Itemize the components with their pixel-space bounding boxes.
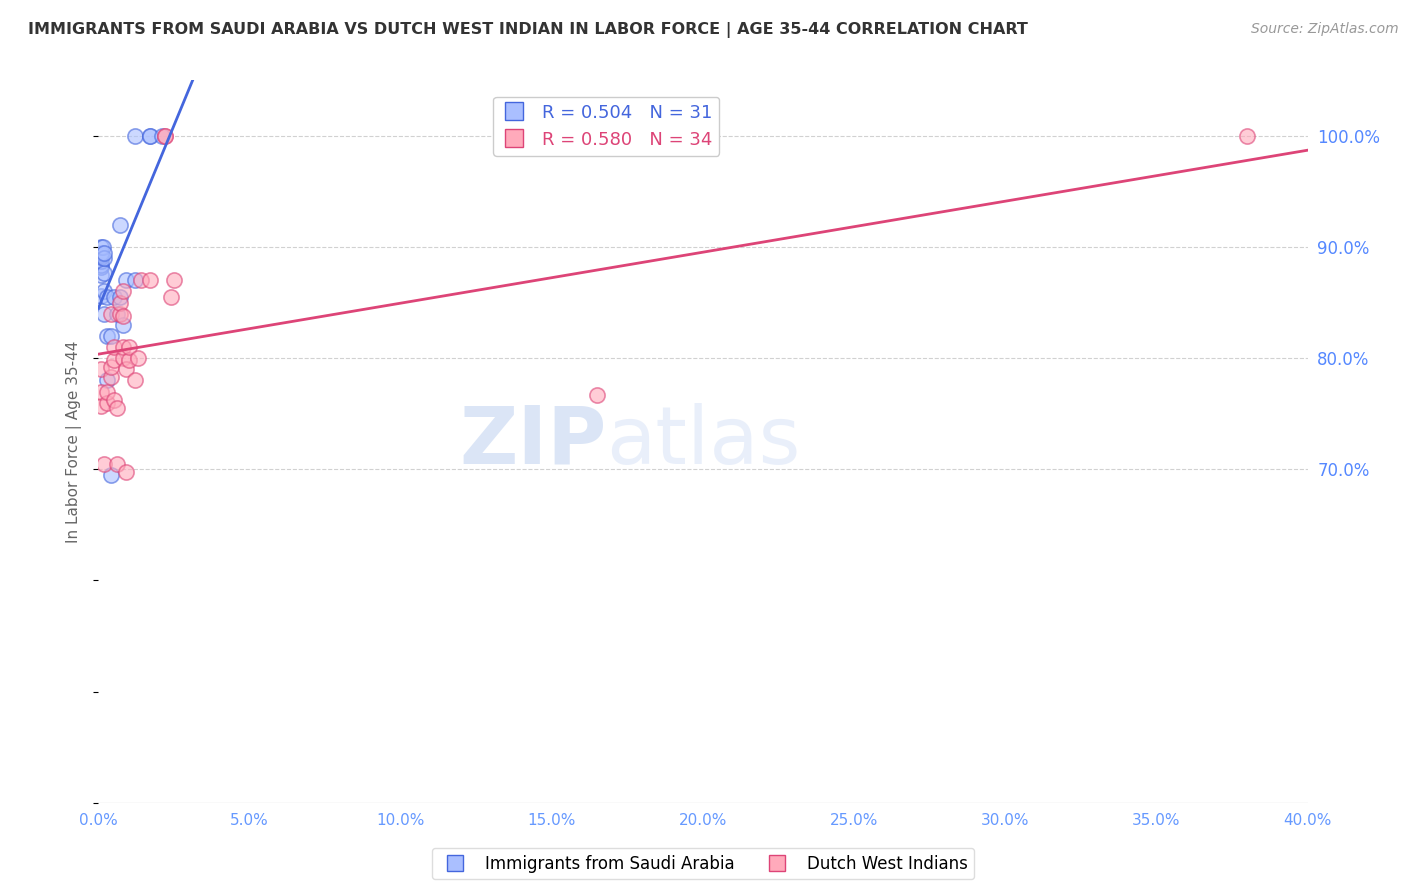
Point bbox=[153, 128, 176, 143]
Point bbox=[90, 250, 112, 264]
Legend: R = 0.504   N = 31, R = 0.580   N = 34: R = 0.504 N = 31, R = 0.580 N = 34 bbox=[494, 96, 720, 156]
Point bbox=[111, 285, 134, 299]
Point bbox=[153, 128, 176, 143]
Point bbox=[90, 258, 112, 272]
Point bbox=[93, 457, 115, 471]
Point bbox=[100, 329, 122, 343]
Point bbox=[96, 290, 118, 304]
Point bbox=[114, 362, 136, 376]
Point bbox=[90, 289, 112, 303]
Point bbox=[118, 340, 141, 354]
Point bbox=[90, 240, 112, 254]
Point bbox=[96, 384, 118, 399]
Point bbox=[124, 273, 146, 287]
Point bbox=[1236, 128, 1258, 143]
Y-axis label: In Labor Force | Age 35-44: In Labor Force | Age 35-44 bbox=[66, 341, 83, 542]
Point bbox=[108, 290, 131, 304]
Point bbox=[108, 307, 131, 321]
Point bbox=[90, 245, 112, 260]
Point bbox=[90, 384, 112, 399]
Point bbox=[93, 245, 115, 260]
Point bbox=[118, 353, 141, 368]
Point bbox=[111, 340, 134, 354]
Point bbox=[93, 307, 115, 321]
Text: Source: ZipAtlas.com: Source: ZipAtlas.com bbox=[1251, 22, 1399, 37]
Point bbox=[114, 465, 136, 479]
Point bbox=[93, 285, 115, 299]
Point bbox=[93, 266, 115, 280]
Point bbox=[90, 254, 112, 268]
Text: ZIP: ZIP bbox=[458, 402, 606, 481]
Point bbox=[105, 307, 128, 321]
Point bbox=[114, 273, 136, 287]
Point bbox=[100, 307, 122, 321]
Point bbox=[108, 218, 131, 232]
Point bbox=[111, 309, 134, 323]
Point bbox=[111, 351, 134, 366]
Text: atlas: atlas bbox=[606, 402, 800, 481]
Point bbox=[100, 370, 122, 384]
Point bbox=[93, 251, 115, 265]
Point bbox=[90, 399, 112, 413]
Point bbox=[91, 240, 114, 254]
Point bbox=[124, 128, 146, 143]
Point bbox=[105, 401, 128, 416]
Point bbox=[105, 457, 128, 471]
Point bbox=[100, 360, 122, 375]
Point bbox=[103, 353, 125, 368]
Text: IMMIGRANTS FROM SAUDI ARABIA VS DUTCH WEST INDIAN IN LABOR FORCE | AGE 35-44 COR: IMMIGRANTS FROM SAUDI ARABIA VS DUTCH WE… bbox=[28, 22, 1028, 38]
Point bbox=[103, 393, 125, 408]
Point bbox=[160, 290, 183, 304]
Point bbox=[139, 128, 162, 143]
Point bbox=[103, 290, 125, 304]
Point bbox=[96, 395, 118, 409]
Point bbox=[100, 467, 122, 482]
Point bbox=[127, 351, 149, 366]
Point bbox=[150, 128, 173, 143]
Point bbox=[90, 248, 112, 262]
Point bbox=[111, 318, 134, 332]
Point bbox=[96, 329, 118, 343]
Point bbox=[129, 273, 152, 287]
Point bbox=[108, 295, 131, 310]
Point bbox=[90, 268, 112, 282]
Point bbox=[586, 388, 609, 402]
Point bbox=[90, 260, 112, 274]
Point bbox=[124, 373, 146, 387]
Point bbox=[90, 362, 112, 376]
Point bbox=[96, 373, 118, 387]
Point bbox=[163, 273, 186, 287]
Legend: Immigrants from Saudi Arabia, Dutch West Indians: Immigrants from Saudi Arabia, Dutch West… bbox=[432, 848, 974, 880]
Point bbox=[103, 340, 125, 354]
Point bbox=[139, 273, 162, 287]
Point bbox=[139, 128, 162, 143]
